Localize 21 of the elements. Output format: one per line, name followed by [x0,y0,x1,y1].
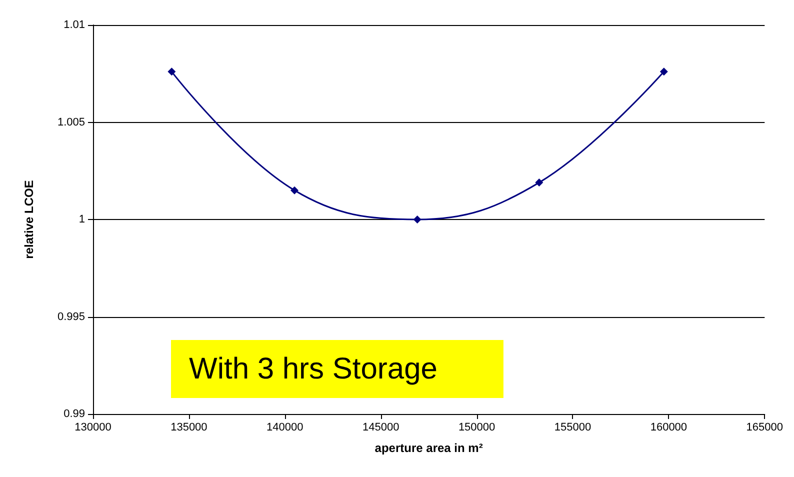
point [290,186,298,194]
x-tick-label: 155000 [554,422,592,434]
y-tick-label: 1 [78,214,85,226]
y-axis-title: relative LCOE [22,180,36,259]
x-tick-label: 145000 [362,422,400,434]
x-tick-label: 150000 [458,422,496,434]
annotation: With 3 hrs Storage [189,352,438,386]
x-tick-label: 130000 [74,422,112,434]
point [168,68,176,76]
point [535,178,544,187]
x-tick-label: 165000 [746,422,784,434]
x-tick-label: 135000 [170,422,208,434]
x-tick-label: 160000 [650,422,688,434]
y-tick-label: 1.01 [64,19,85,31]
y-tick-label: 0.99 [64,408,85,420]
point [660,68,668,76]
y-tick-label: 1.005 [57,116,85,128]
point [413,216,422,224]
x-axis-title: aperture area in m² [374,441,483,455]
y-tick-label: 0.995 [57,310,85,323]
x-tick-label: 140000 [266,422,304,434]
